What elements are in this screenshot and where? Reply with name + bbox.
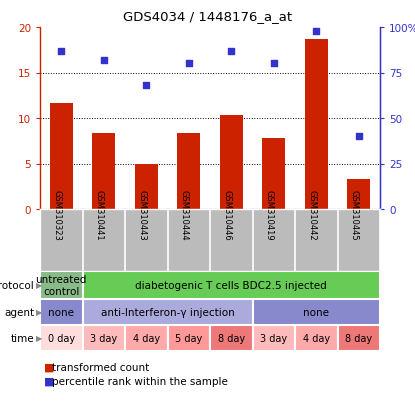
Bar — [83, 271, 380, 299]
Text: transformed count: transformed count — [52, 362, 150, 372]
Bar — [252, 299, 380, 325]
Text: GSM310446: GSM310446 — [222, 189, 231, 240]
Text: none: none — [48, 307, 74, 317]
Bar — [40, 271, 83, 299]
Bar — [125, 325, 168, 351]
Bar — [40, 325, 83, 351]
Text: protocol: protocol — [0, 280, 34, 290]
Text: 3 day: 3 day — [260, 333, 287, 343]
Text: diabetogenic T cells BDC2.5 injected: diabetogenic T cells BDC2.5 injected — [135, 280, 327, 290]
Text: 0 day: 0 day — [48, 333, 75, 343]
Bar — [134, 164, 158, 209]
Point — [313, 28, 320, 35]
Text: anti-Interferon-γ injection: anti-Interferon-γ injection — [100, 307, 234, 317]
Text: GSM310443: GSM310443 — [137, 189, 146, 240]
Text: percentile rank within the sample: percentile rank within the sample — [52, 376, 228, 386]
Bar — [220, 116, 243, 209]
Bar — [262, 139, 286, 209]
Bar — [177, 134, 200, 209]
Bar — [168, 325, 210, 351]
Text: GSM310445: GSM310445 — [350, 189, 359, 240]
Text: untreated
control: untreated control — [36, 275, 87, 296]
Text: 5 day: 5 day — [175, 333, 203, 343]
Text: GSM310419: GSM310419 — [265, 189, 274, 240]
Text: ■: ■ — [44, 376, 55, 386]
Bar — [83, 325, 125, 351]
Text: 4 day: 4 day — [133, 333, 160, 343]
Point — [143, 83, 149, 89]
Bar — [92, 133, 115, 209]
Text: ■: ■ — [44, 362, 55, 372]
Text: GSM310442: GSM310442 — [307, 189, 316, 240]
Point — [355, 133, 362, 140]
Text: none: none — [303, 307, 329, 317]
Text: ▶: ▶ — [36, 334, 42, 343]
Text: 3 day: 3 day — [90, 333, 117, 343]
Text: 8 day: 8 day — [345, 333, 372, 343]
Point — [100, 57, 107, 64]
Bar — [83, 299, 252, 325]
Text: 4 day: 4 day — [303, 333, 330, 343]
Text: GSM310441: GSM310441 — [95, 189, 104, 240]
Text: GSM310323: GSM310323 — [52, 189, 61, 240]
Point — [58, 48, 65, 55]
Bar — [337, 325, 380, 351]
Bar — [347, 180, 371, 209]
Point — [186, 61, 192, 68]
Bar — [305, 40, 328, 209]
Point — [228, 48, 234, 55]
Text: GSM310444: GSM310444 — [180, 189, 189, 240]
Bar — [210, 325, 252, 351]
Text: time: time — [10, 333, 34, 343]
Bar — [252, 325, 295, 351]
Bar — [40, 299, 83, 325]
Text: agent: agent — [4, 307, 34, 317]
Text: ▶: ▶ — [36, 281, 42, 290]
Text: 8 day: 8 day — [218, 333, 245, 343]
Bar — [49, 104, 73, 209]
Text: GDS4034 / 1448176_a_at: GDS4034 / 1448176_a_at — [123, 10, 292, 23]
Bar — [295, 325, 337, 351]
Point — [271, 61, 277, 68]
Text: ▶: ▶ — [36, 308, 42, 317]
